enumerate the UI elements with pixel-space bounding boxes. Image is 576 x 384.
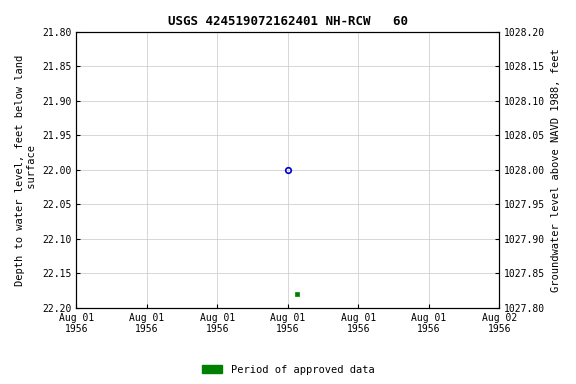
Y-axis label: Depth to water level, feet below land
 surface: Depth to water level, feet below land su… [15,55,37,286]
Title: USGS 424519072162401 NH-RCW   60: USGS 424519072162401 NH-RCW 60 [168,15,408,28]
Y-axis label: Groundwater level above NAVD 1988, feet: Groundwater level above NAVD 1988, feet [551,48,561,292]
Legend: Period of approved data: Period of approved data [198,361,378,379]
